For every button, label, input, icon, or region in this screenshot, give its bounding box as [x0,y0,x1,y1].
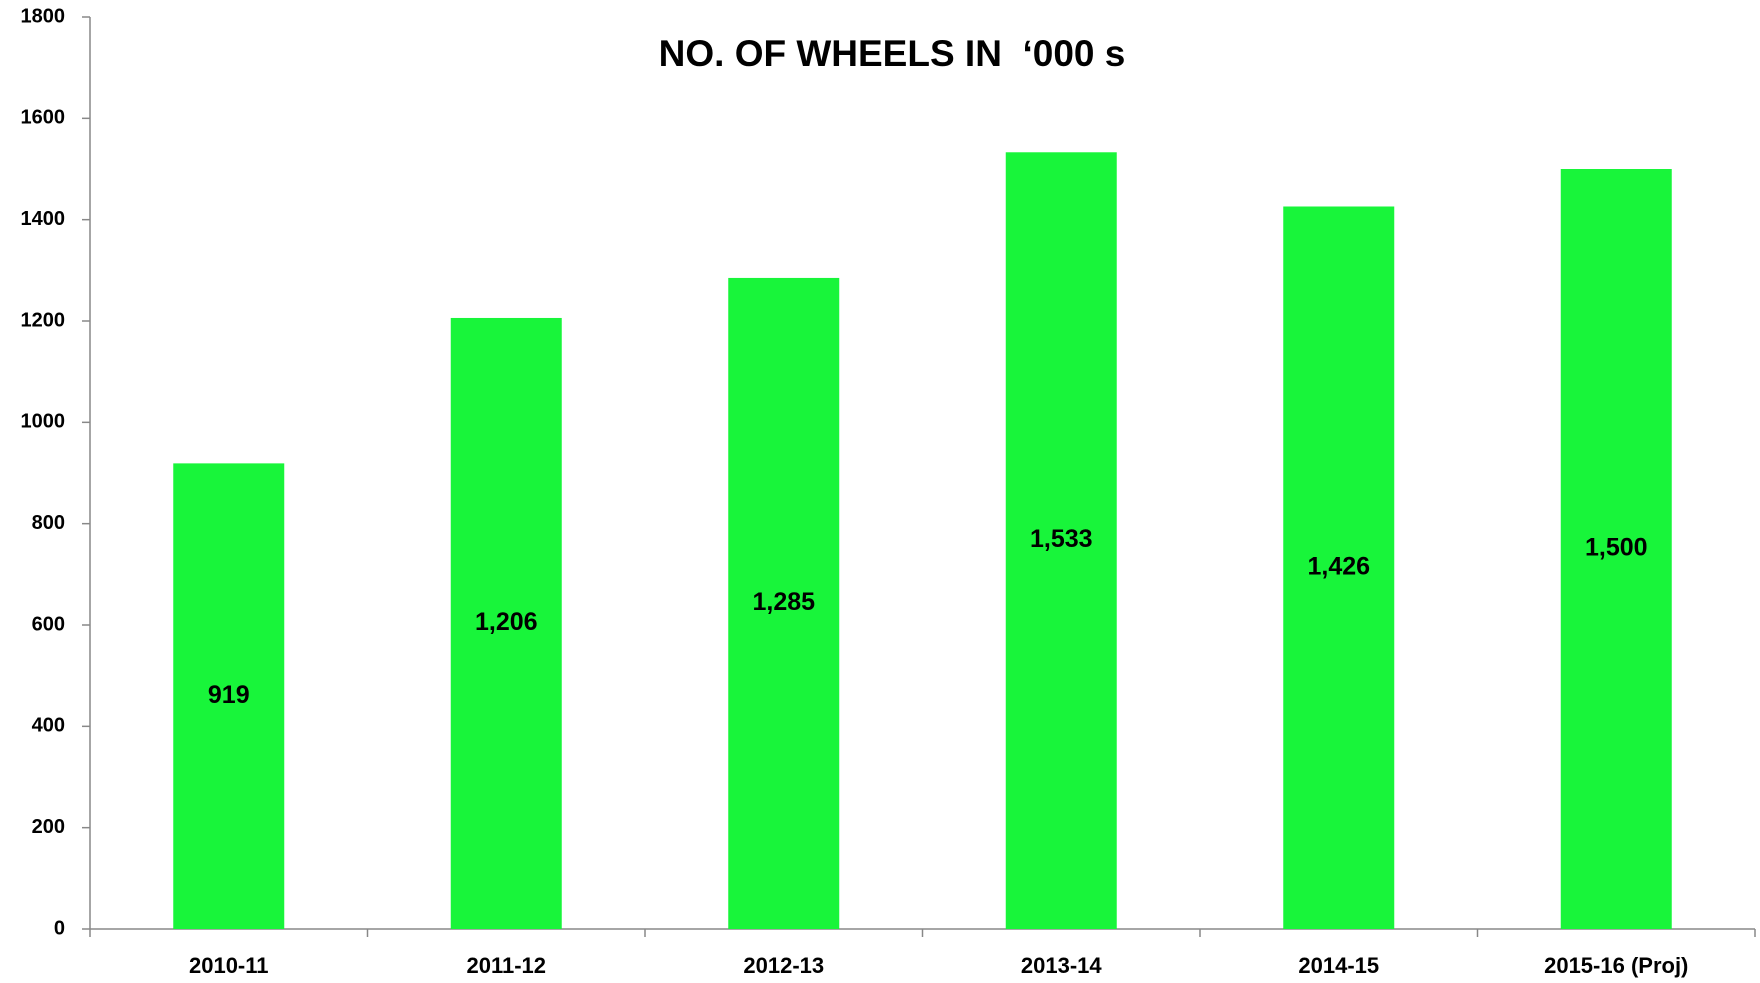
value-label: 1,285 [752,588,815,616]
x-tick-label: 2011-12 [466,953,546,978]
x-tick-label: 2012-13 [743,953,824,978]
y-tick-label: 0 [54,917,65,939]
bar [1560,169,1672,929]
bar [1283,206,1395,929]
y-tick-label: 1200 [21,309,66,331]
y-tick-label: 1600 [21,107,66,129]
value-label: 1,500 [1585,534,1648,562]
value-label: 919 [208,681,250,709]
x-tick-label: 2013-14 [1021,953,1103,978]
bar [728,277,840,929]
y-tick-label: 400 [32,715,65,737]
x-tick-label: 2010-11 [189,953,269,978]
y-tick-label: 200 [32,816,65,838]
y-tick-label: 600 [32,613,65,635]
chart-title: NO. OF WHEELS IN ‘000 s [659,33,1126,74]
value-label: 1,426 [1307,552,1370,580]
y-tick-label: 800 [32,512,65,534]
y-tick-label: 1800 [21,5,66,27]
bar [450,317,562,930]
value-label: 1,206 [475,608,538,636]
x-tick-label: 2014-15 [1298,953,1379,978]
bar [1005,152,1117,929]
y-tick-label: 1000 [21,411,66,433]
y-tick-label: 1400 [21,208,66,230]
value-label: 1,533 [1030,525,1093,553]
bar [173,463,285,929]
x-tick-label: 2015-16 (Proj) [1544,953,1688,978]
